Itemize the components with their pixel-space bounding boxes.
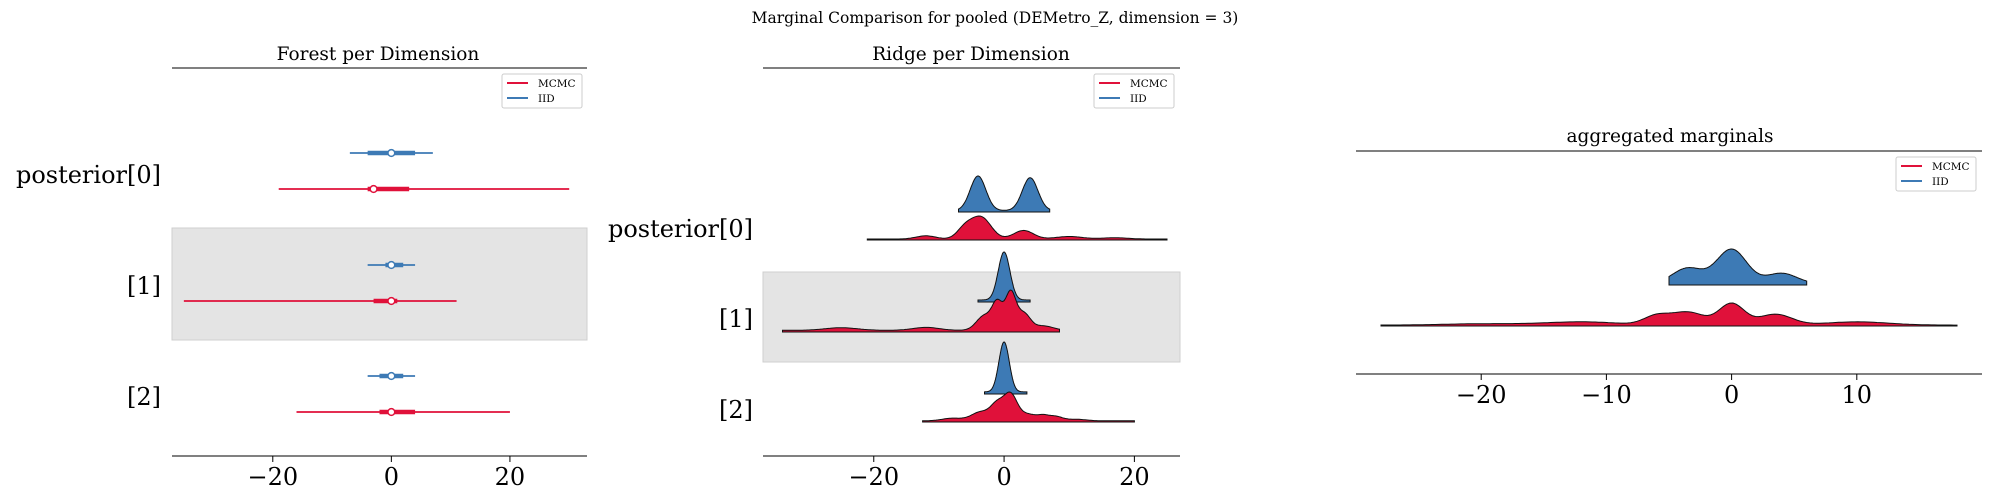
forest-tick-label: −20 — [247, 463, 298, 491]
iid-ridge — [958, 175, 1051, 213]
aggregated-legend: MCMC IID — [1895, 156, 1977, 192]
mcmc-ridge — [922, 391, 1135, 423]
mcmc-median-point — [387, 296, 396, 306]
ridge-ylabel-2: [2] — [719, 396, 753, 424]
ridge-tick-label: 0 — [996, 463, 1011, 491]
forest-tick-label: 20 — [495, 463, 526, 491]
forest-x-ticks: −20 0 20 — [247, 456, 525, 491]
ridge-marks — [782, 175, 1168, 423]
figure-suptitle: Marginal Comparison for pooled (DEMetro_… — [752, 9, 1239, 27]
mcmc-median-point — [387, 407, 396, 417]
iid-ridge — [984, 341, 1028, 395]
mcmc-median-point — [369, 184, 378, 194]
aggregated-tick-label: 10 — [1842, 381, 1873, 409]
aggregated-marks — [1380, 248, 1958, 327]
forest-tick-label: 0 — [384, 463, 399, 491]
iid-ridge — [1668, 248, 1808, 286]
aggregated-x-ticks: −20 −10 0 10 — [1456, 374, 1872, 409]
iid-ridge — [977, 251, 1031, 303]
iid-median-point — [387, 371, 396, 381]
ridge-panel: Ridge per Dimension posterior[0] [1] [2]… — [608, 44, 1181, 491]
aggregated-tick-label: 0 — [1724, 381, 1739, 409]
forest-shaded-band — [171, 227, 588, 341]
ridge-legend: MCMC IID — [1093, 73, 1175, 109]
forest-legend: MCMC IID — [501, 73, 583, 109]
ridge-shaded-band — [762, 271, 1181, 363]
aggregated-panel-title: aggregated marginals — [1566, 126, 1773, 147]
forest-panel: Forest per Dimension posterior[0] [1] [2… — [16, 44, 588, 491]
mcmc-ridge — [782, 289, 1060, 333]
ridge-x-ticks: −20 0 20 — [848, 456, 1150, 491]
ridge-panel-title: Ridge per Dimension — [872, 44, 1070, 65]
legend-label-iid: IID — [1130, 93, 1147, 105]
mcmc-ridge — [1380, 302, 1958, 327]
legend-label-iid: IID — [538, 93, 555, 105]
aggregated-tick-label: −20 — [1456, 381, 1507, 409]
ridge-tick-label: 20 — [1119, 463, 1150, 491]
forest-ylabel-2: [2] — [127, 383, 161, 411]
legend-label-iid: IID — [1932, 176, 1949, 188]
forest-ylabel-0: posterior[0] — [16, 161, 161, 189]
mcmc-ridge — [866, 215, 1168, 241]
forest-ylabel-1: [1] — [127, 272, 161, 300]
forest-panel-title: Forest per Dimension — [277, 44, 480, 65]
aggregated-panel: aggregated marginals −20 −10 0 10 MCMC IID — [1356, 126, 1982, 409]
legend-label-mcmc: MCMC — [1130, 78, 1168, 90]
ridge-tick-label: −20 — [848, 463, 899, 491]
ridge-ylabel-0: posterior[0] — [608, 215, 753, 243]
iid-median-point — [387, 260, 396, 270]
aggregated-tick-label: −10 — [1581, 381, 1632, 409]
forest-marks — [183, 148, 570, 417]
ridge-ylabel-1: [1] — [719, 305, 753, 333]
iid-median-point — [387, 148, 396, 158]
legend-label-mcmc: MCMC — [1932, 161, 1970, 173]
legend-label-mcmc: MCMC — [538, 78, 576, 90]
